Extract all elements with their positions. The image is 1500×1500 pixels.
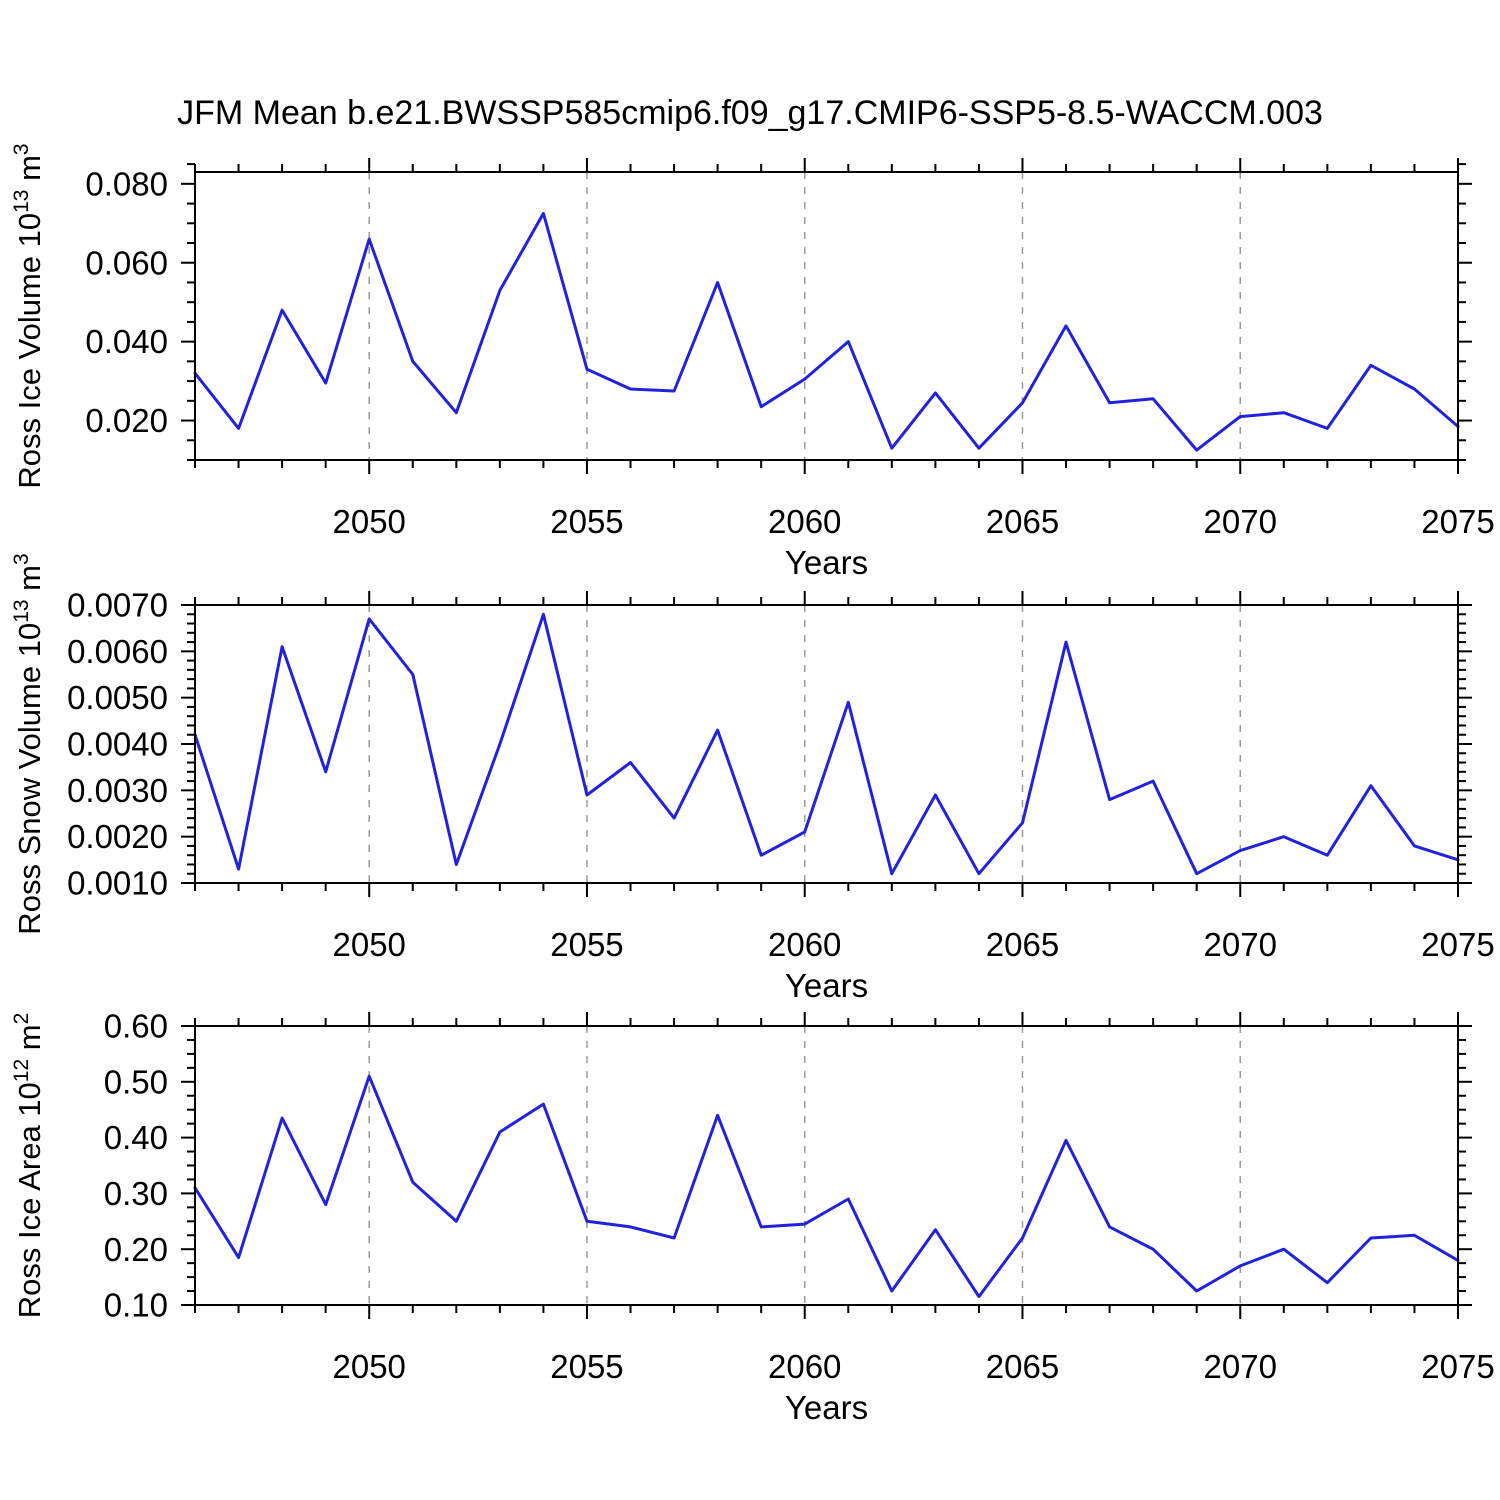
y-tick-label: 0.040 [85,323,168,360]
x-axis-title-ross-ice-volume: Years [785,544,868,581]
y-axis-title-ross-ice-volume: Ross Ice Volume 1013 m3 [10,143,47,488]
chart-ross-ice-volume: 2050 2055 2060 2065 2070 20750.0200.0400.0600… [10,143,1495,581]
x-axis: 2050 2055 2060 2065 2070 2075 [194,158,1495,540]
y-axis: 0.0010 0.0020 0.0030 0.0040 0.0050 0.0060 0.00… [67,587,1472,902]
gridlines [368,1026,1241,1305]
figure-title: JFM Mean b.e21.BWSSP585cmip6.f09_g17.CMI… [177,94,1323,132]
x-tick-label: 2075 [1421,503,1494,540]
plot-frame [194,171,1459,461]
gridlines [368,172,1241,460]
x-tick-label: 2050 [332,503,405,540]
data-line-ross-snow-volume [193,612,1460,876]
chart-ross-snow-volume: 2050 2055 2060 2065 2070 20750.00100.00200.00… [10,553,1495,1004]
y-tick-label: 0.50 [104,1063,168,1100]
y-tick-label: 0.060 [85,244,168,281]
x-tick-label: 2055 [550,503,623,540]
x-tick-label: 2075 [1421,1348,1494,1385]
data-line-ross-ice-volume [193,211,1460,452]
x-tick-label: 2060 [768,1348,841,1385]
x-tick-label: 2070 [1204,1348,1277,1385]
gridlines [368,605,1241,883]
plot-frame [194,1025,1459,1306]
y-tick-label: 0.40 [104,1119,168,1156]
x-axis-title-ross-snow-volume: Years [785,967,868,1004]
x-axis-title-ross-ice-area: Years [785,1389,868,1426]
y-tick-label: 0.020 [85,402,168,439]
x-tick-label: 2055 [550,1348,623,1385]
x-tick-label: 2060 [768,503,841,540]
x-tick-label: 2055 [550,926,623,963]
y-axis-title-ross-snow-volume: Ross Snow Volume 1013 m3 [10,553,47,934]
x-axis: 2050 2055 2060 2065 2070 2075 [194,591,1495,963]
x-tick-label: 2050 [332,1348,405,1385]
y-tick-label: 0.20 [104,1231,168,1268]
x-tick-label: 2065 [986,926,1059,963]
x-tick-label: 2065 [986,1348,1059,1385]
y-tick-label: 0.0030 [67,772,168,809]
y-tick-label: 0.0010 [67,865,168,902]
y-tick-label: 0.080 [85,165,168,202]
y-tick-label: 0.0040 [67,726,168,763]
x-tick-label: 2070 [1204,926,1277,963]
y-tick-label: 0.0060 [67,633,168,670]
y-tick-label: 0.0020 [67,818,168,855]
y-axis: 0.020 0.040 0.060 0.080 [85,163,1472,461]
data-line-ross-ice-area [193,1074,1460,1299]
x-tick-label: 2060 [768,926,841,963]
x-tick-label: 2065 [986,503,1059,540]
x-tick-label: 2070 [1204,503,1277,540]
y-tick-label: 0.10 [104,1287,168,1324]
y-tick-label: 0.30 [104,1175,168,1212]
chart-ross-ice-area: 2050 2055 2060 2065 2070 2075 0.10 0.20 0.30 0.40… [10,1008,1495,1426]
y-axis-title-ross-ice-area: Ross Ice Area 1012 m2 [10,1013,47,1319]
y-tick-label: 0.60 [104,1008,168,1045]
x-axis: 2050 2055 2060 2065 2070 2075 [194,1012,1495,1385]
y-tick-label: 0.0070 [67,587,168,624]
y-tick-label: 0.0050 [67,679,168,716]
y-axis: 0.10 0.20 0.30 0.40 0.50 0.60 [104,1008,1472,1324]
x-tick-label: 2050 [332,926,405,963]
x-tick-label: 2075 [1421,926,1494,963]
